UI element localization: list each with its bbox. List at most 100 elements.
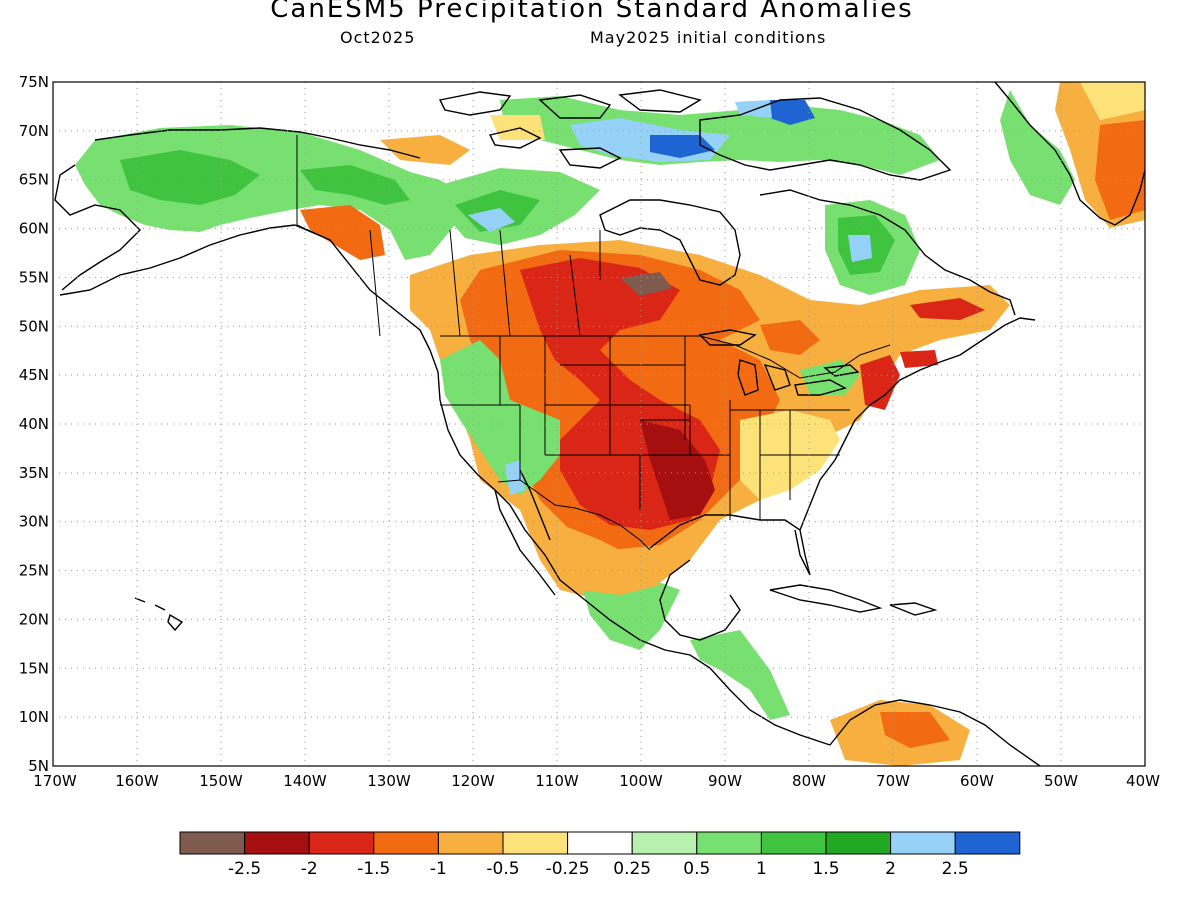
colorbar <box>179 831 1021 855</box>
lon-label: 140W <box>283 772 327 790</box>
lon-label: 40W <box>1126 772 1160 790</box>
arctic-dry-patch <box>380 135 470 165</box>
graticule <box>53 82 1145 766</box>
lon-label: 110W <box>535 772 579 790</box>
colorbar-swatch <box>308 831 375 855</box>
bc-coast-dry <box>300 205 385 260</box>
hudson-bay <box>599 199 741 286</box>
lat-label: 45N <box>19 366 49 384</box>
hudson-west-blue <box>468 208 515 232</box>
colorbar-label: -0.5 <box>486 859 519 879</box>
political-borders <box>296 135 891 551</box>
arctic-islands <box>438 89 702 169</box>
lon-label: 80W <box>792 772 826 790</box>
us-state-lines <box>440 336 850 520</box>
colorbar-swatch <box>825 831 892 855</box>
colorbar-label: 0.25 <box>613 859 651 879</box>
canada-province-lines <box>369 229 601 337</box>
lat-label: 60N <box>19 220 49 238</box>
colorbar-label: 2.5 <box>942 859 969 879</box>
us-canada-border <box>440 335 891 379</box>
lon-label: 130W <box>367 772 411 790</box>
lat-label: 70N <box>19 122 49 140</box>
lon-label: 100W <box>619 772 663 790</box>
map-title: CanESM5 Precipitation Standard Anomalies <box>270 0 914 24</box>
colorbar-swatch <box>502 831 569 855</box>
colorbar-label: -2.5 <box>228 859 261 879</box>
ontario-orange <box>760 320 820 355</box>
lat-label: 75N <box>19 73 49 91</box>
central-america-wet <box>690 630 790 720</box>
lon-label: 150W <box>199 772 243 790</box>
lon-label: 120W <box>451 772 495 790</box>
colorbar-swatch <box>244 831 310 855</box>
latitude-labels: 75N 70N 65N 60N 55N 50N 45N 40N 35N 30N 25N 20N 15N 1… <box>19 73 49 775</box>
colorbar-swatch <box>373 831 439 855</box>
colorbar-swatch <box>567 831 633 855</box>
greenland-wet <box>1000 90 1075 205</box>
alaska-canada-border <box>296 135 331 241</box>
lon-label: 160W <box>115 772 159 790</box>
atlantic-coast <box>799 317 1036 531</box>
lat-label: 55N <box>19 268 49 286</box>
great-lakes <box>698 329 860 396</box>
alaska-coast <box>54 127 421 296</box>
colorbar-swatch <box>179 831 246 855</box>
central-dark-red <box>640 420 715 520</box>
canada-brown <box>620 272 672 296</box>
quebec-red <box>910 298 985 320</box>
lat-label: 20N <box>19 610 49 628</box>
south-america-north <box>829 699 1041 766</box>
yukon-wet <box>300 165 410 205</box>
northeast-red <box>860 355 900 410</box>
west-wet <box>440 340 560 495</box>
longitude-labels: 170W 160W 150W 140W 130W 120W 110W 100W 90W 80W 70… <box>33 772 1160 790</box>
baja-coast <box>494 469 556 596</box>
greenland-yellow <box>1080 82 1145 120</box>
lon-label: 60W <box>960 772 994 790</box>
pacific-coast <box>294 224 831 746</box>
great-lakes-wet <box>800 360 860 395</box>
colorbar-swatch <box>696 831 762 855</box>
colorbar-swatch <box>954 831 1021 855</box>
colorbar-swatch <box>437 831 504 855</box>
lat-label: 10N <box>19 708 49 726</box>
colorbar-swatch <box>631 831 698 855</box>
baffin-island <box>699 97 952 181</box>
lat-label: 65N <box>19 171 49 189</box>
baffin-blue <box>770 100 815 125</box>
hawaii <box>134 597 184 632</box>
lat-label: 35N <box>19 464 49 482</box>
colorbar-label: -1.5 <box>357 859 390 879</box>
arctic-deep-blue <box>650 135 715 158</box>
mexico-wet <box>580 575 680 650</box>
cuba <box>769 584 883 613</box>
lat-label: 50N <box>19 317 49 335</box>
colorbar-label: -2 <box>301 859 318 879</box>
colorbar-label: -0.25 <box>546 859 590 879</box>
colorbar-label: 0.5 <box>683 859 710 879</box>
lat-label: 15N <box>19 659 49 677</box>
labrador-blue <box>848 235 872 262</box>
greenland-core-dry <box>1095 120 1145 220</box>
alaska-core-wet <box>120 150 260 205</box>
colorbar-swatch <box>890 831 956 855</box>
coastlines <box>54 82 1145 766</box>
labrador-coast <box>759 189 1016 316</box>
gulf-coast <box>649 514 811 641</box>
init-conditions-label: May2025 initial conditions <box>590 28 827 47</box>
greenland <box>994 82 1145 226</box>
lon-label: 50W <box>1044 772 1078 790</box>
colorbar-label: -1 <box>430 859 447 879</box>
map-frame <box>52 81 1146 767</box>
anomaly-fields <box>75 82 1145 766</box>
lat-label: 25N <box>19 562 49 580</box>
valid-month-label: Oct2025 <box>340 28 416 47</box>
colorbar-label: 1.5 <box>812 859 839 879</box>
nb-red <box>900 350 938 368</box>
gulf-dry <box>550 520 660 595</box>
lat-label: 40N <box>19 415 49 433</box>
hispaniola <box>889 602 938 616</box>
colorbar-swatch <box>760 831 827 855</box>
